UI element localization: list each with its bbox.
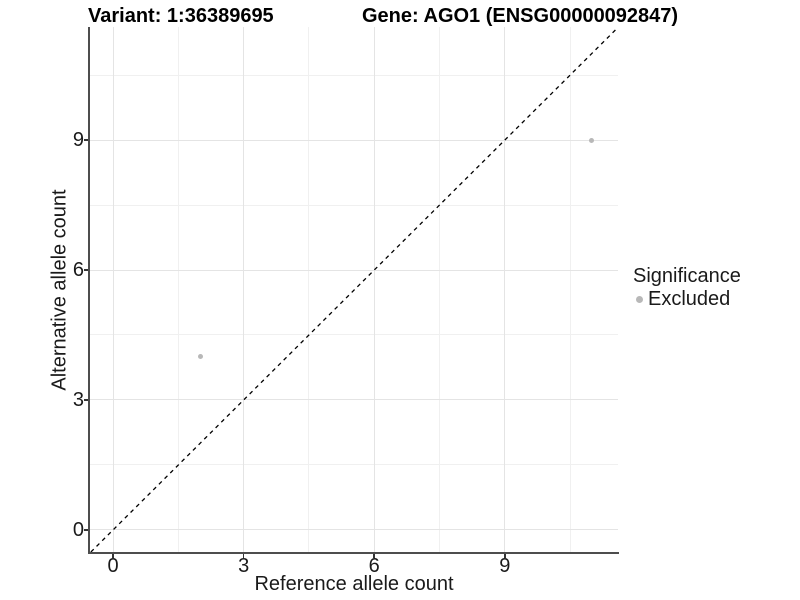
gridline-x-major — [504, 27, 506, 552]
gridline-x-minor — [177, 27, 179, 552]
y-tick-mark — [84, 399, 88, 401]
y-axis-label: Alternative allele count — [48, 189, 71, 391]
legend-item-excluded: Excluded — [633, 288, 741, 310]
gridline-y-minor — [90, 204, 618, 206]
x-tick-mark — [242, 554, 245, 558]
x-tick-mark — [373, 554, 375, 558]
gridline-x-major — [373, 27, 375, 552]
gridline-x-major — [243, 27, 245, 552]
legend-point-icon — [636, 295, 643, 303]
x-tick-mark — [112, 554, 114, 558]
legend-item-label: Excluded — [648, 288, 731, 310]
gene-title: Gene: AGO1 (ENSG00000092847) — [362, 5, 679, 27]
identity-line — [90, 27, 618, 552]
gridline-x-minor — [439, 27, 441, 552]
y-tick-mark — [84, 529, 88, 531]
variant-title: Variant: 1:36389695 — [88, 5, 274, 27]
x-axis-line — [88, 552, 619, 554]
x-tick-label: 0 — [107, 555, 119, 577]
gridline-x-major — [112, 27, 114, 552]
x-tick-label: 9 — [499, 555, 511, 577]
y-tick-mark — [84, 139, 88, 141]
legend-title: Significance — [633, 265, 741, 287]
gridline-y-minor — [90, 464, 618, 466]
y-axis-line — [88, 27, 90, 554]
x-tick-mark — [504, 554, 506, 558]
gridline-y-minor — [90, 334, 618, 336]
gridline-y-major — [90, 139, 618, 141]
y-tick-label: 9 — [72, 129, 84, 152]
y-tick-mark — [84, 269, 88, 271]
legend: Significance Excluded — [633, 264, 741, 310]
gridline-x-minor — [569, 27, 571, 552]
gridline-y-minor — [90, 74, 618, 76]
data-point — [197, 354, 203, 360]
y-tick-label: 3 — [72, 388, 84, 411]
x-tick-label: 3 — [238, 555, 250, 577]
gridline-y-major — [90, 269, 618, 271]
data-point — [589, 137, 595, 143]
y-tick-label: 6 — [72, 259, 84, 281]
gridline-y-major — [90, 529, 618, 531]
x-tick-label: 6 — [368, 555, 380, 577]
gridline-y-major — [90, 399, 618, 401]
gridline-x-minor — [308, 27, 310, 552]
x-axis-label: Reference allele count — [254, 573, 454, 595]
plot-panel — [90, 27, 618, 552]
y-tick-label: 0 — [72, 518, 84, 541]
